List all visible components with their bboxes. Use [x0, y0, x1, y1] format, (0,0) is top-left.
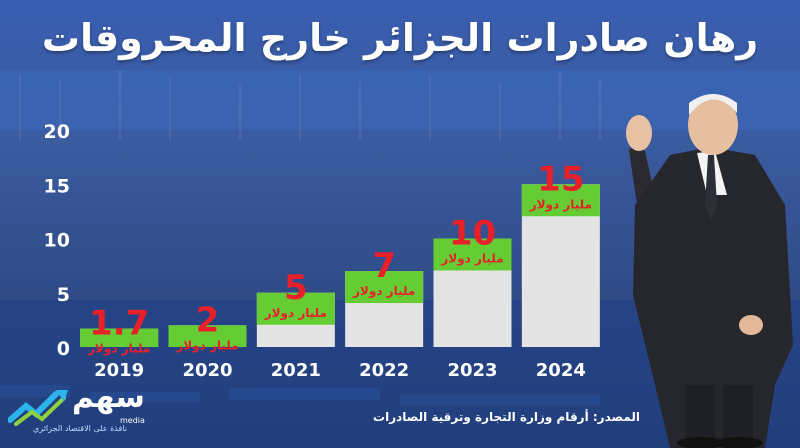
- logo-sub: media: [120, 416, 145, 425]
- bar-cap: [521, 184, 600, 217]
- bar-cap: [345, 271, 424, 304]
- bar-unit-label: مليار دولار: [352, 284, 415, 299]
- logo-tagline: نافذة على الاقتصاد الجزائري: [33, 424, 127, 433]
- x-tick-label: 2020: [182, 360, 232, 381]
- bar-unit-label: مليار دولار: [264, 306, 327, 321]
- logo-arrow-icon: [8, 390, 68, 426]
- y-tick-label: 0: [57, 338, 70, 360]
- bar-unit-label: مليار دولار: [440, 252, 503, 267]
- y-tick-label: 5: [57, 284, 70, 306]
- bar-value-label: 15: [537, 159, 584, 199]
- x-tick-label: 2023: [447, 360, 497, 381]
- bar-value-label: 7: [372, 246, 396, 286]
- y-tick-label: 15: [44, 175, 70, 197]
- brand-logo: سهم media نافذة على الاقتصاد الجزائري: [8, 380, 158, 440]
- president-illustration: [626, 94, 793, 448]
- y-tick-label: 20: [44, 121, 70, 143]
- chart-title: رهان صادرات الجزائر خارج المحروقات: [41, 16, 759, 60]
- bar-cap: [168, 325, 247, 347]
- x-tick-label: 2021: [271, 360, 321, 381]
- bar-cap: [433, 238, 512, 271]
- bar-value-label: 10: [449, 214, 496, 254]
- logo-text: سهم: [72, 380, 145, 415]
- x-tick-label: 2022: [359, 360, 409, 381]
- source-note: المصدر: أرقام وزارة التجارة وترقية الصاد…: [373, 410, 640, 424]
- bar-unit-label: مليار دولار: [175, 338, 238, 353]
- bar-value-label: 2: [196, 300, 220, 340]
- y-tick-label: 10: [44, 230, 70, 252]
- bar-value-label: 5: [284, 268, 308, 308]
- bar-unit-label: مليار دولار: [87, 342, 150, 357]
- bar-unit-label: مليار دولار: [529, 197, 592, 212]
- x-tick-label: 2019: [94, 360, 144, 381]
- bar-cap: [80, 328, 159, 347]
- bar-value-label: 1.7: [89, 304, 149, 344]
- x-tick-label: 2024: [536, 360, 586, 381]
- bar-cap: [256, 292, 335, 325]
